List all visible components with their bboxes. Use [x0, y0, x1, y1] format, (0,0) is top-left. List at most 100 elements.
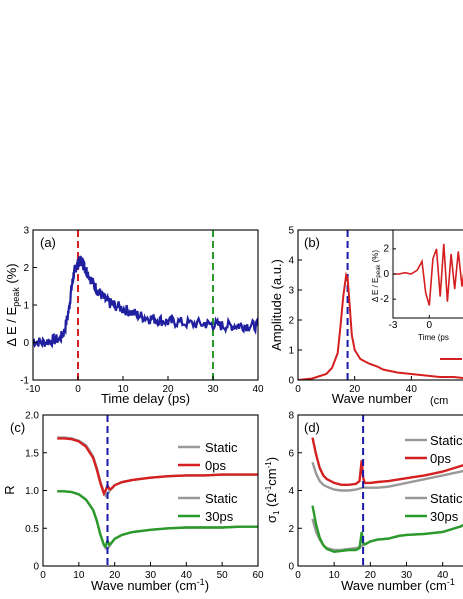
panel-d-legend-label-3: Static [430, 491, 463, 506]
panel-a-xticks-label: -10 [26, 384, 41, 395]
panel-b-yticks-label: 4 [288, 256, 294, 267]
panel-b-yticks-label: 3 [288, 286, 294, 297]
panel-a-xticks-label: 40 [252, 384, 264, 395]
panel-d-ylabel: σ1 (Ω-1cm-1) [264, 457, 281, 523]
panel-a-xticks: -10 0 10 20 30 40 [26, 376, 264, 395]
panel-c-xticks-label: 0 [40, 570, 46, 581]
panel-b-yticks-label: 2 [288, 316, 294, 327]
panel-a-xticks-label: 20 [162, 384, 174, 395]
panel-b-label: (b) [304, 235, 320, 250]
panel-d-xticks-label: 30 [401, 570, 413, 581]
panel-b-inset-xlabel: Time (ps [418, 333, 449, 342]
panel-c-yticks-label: 2.0 [25, 411, 39, 422]
panel-c-label: (c) [10, 420, 25, 435]
panel-c-series-30ps [57, 490, 258, 549]
panel-a-xlabel: Time delay (ps) [101, 391, 190, 406]
panel-c-yticks: 0 0.5 1.0 1.5 2.0 [25, 411, 47, 573]
panel-b-inset-yticks-label: 2 [383, 244, 389, 255]
panel-c-xticks-label: 30 [145, 570, 157, 581]
panel-b-xticks-label: 40 [406, 384, 418, 395]
panel-a-xticks-label: 0 [75, 384, 81, 395]
panel-a-ylabel: Δ E / Epeak (%) [4, 263, 21, 346]
panel-c-xticks: 0 10 20 30 40 50 60 [40, 562, 264, 581]
panel-d-xticks-label: 40 [437, 570, 449, 581]
panel-c-plot [57, 415, 258, 566]
panel-d-series-30ps [311, 505, 463, 554]
panel-c-yticks-label: 0 [33, 562, 39, 573]
panel-c-yticks-label: 0.5 [25, 524, 39, 535]
panel-d-label: (d) [304, 420, 320, 435]
panel-d-yticks-label: 2 [288, 524, 294, 535]
panel-a-yticks-label: 2 [23, 263, 29, 274]
panel-c-legend-label-4: 30ps [205, 509, 234, 524]
panel-c-xlabel: Wave number (cm-1) [91, 577, 209, 593]
panel-d: Static 0ps Static 30ps 0 10 20 30 40 0 2 4 6 8 (… [264, 411, 463, 593]
panel-c-xticks-label: 10 [73, 570, 85, 581]
panel-a-frame [32, 229, 259, 381]
panel-d-xticks-label: 10 [329, 570, 341, 581]
panel-d-yticks-label: 8 [288, 411, 294, 422]
panel-c-xticks-label: 50 [217, 570, 229, 581]
panel-c-legend-label-2: 0ps [205, 458, 226, 473]
panel-a-yticks-label: 1 [23, 301, 29, 312]
panel-a-series-line [33, 255, 258, 349]
panel-c-ylabel: R [2, 485, 17, 494]
panel-b-inset-xticks-label: 0 [427, 320, 433, 331]
panel-d-legend-label-4: 30ps [430, 509, 459, 524]
panel-d-xticks-label: 20 [365, 570, 377, 581]
panel-c-series-0ps [57, 437, 258, 497]
panel-d-plot: Static 0ps Static 30ps [311, 415, 463, 566]
panel-a-xticks-label: 10 [117, 384, 129, 395]
panel-b-xlabel-unit: (cm [430, 395, 448, 407]
panel-b-inset-yticks: -2 0 2 [380, 244, 396, 305]
panel-c-yticks-label: 1.0 [25, 486, 39, 497]
panel-d-yticks-label: 0 [288, 562, 294, 573]
panel-d-legend: Static 0ps Static 30ps [405, 433, 463, 524]
panel-d-xticks: 0 10 20 30 40 [295, 562, 449, 581]
panel-b-yticks: 0 1 2 3 4 5 [288, 226, 302, 387]
panel-a-yticks-label: -1 [20, 376, 29, 387]
panel-a-yticks: -1 0 1 2 3 [20, 226, 37, 387]
panel-b-inset-ylabel: Δ E / Epeak (%) [371, 250, 382, 302]
panel-c-yticks-label: 1.5 [25, 448, 39, 459]
panel-a-xticks-label: 30 [207, 384, 219, 395]
panel-a-yticks-label: 0 [23, 338, 29, 349]
panel-b-inset-plot [393, 243, 463, 306]
panel-d-xlabel: Wave number (cm-1 [341, 577, 455, 593]
panel-c-legend-label-3: Static [205, 491, 238, 506]
panel-a-label: (a) [40, 235, 56, 250]
panel-d-yticks-label: 6 [288, 448, 294, 459]
panel-b-xlabel: Wave number [332, 391, 413, 406]
panel-d-series-static-top [311, 461, 463, 492]
panel-b-xticks-label: 20 [349, 384, 361, 395]
panel-b-yticks-label: 0 [288, 376, 294, 387]
panel-c: 0 10 20 30 40 50 60 0 0.5 1.0 1.5 2.0 (c) R Wave n… [2, 411, 264, 594]
panel-b-xticks-label: 0 [295, 384, 301, 395]
panel-b-ylabel: Amplitude (a.u.) [269, 259, 284, 351]
panel-d-series-0ps [311, 437, 463, 486]
panel-a-yticks-label: 3 [23, 226, 29, 237]
panel-c-legend: Static 0ps Static 30ps [178, 440, 238, 524]
panel-b-series-line [298, 271, 463, 380]
panel-b-inset-yticks-label: 0 [383, 269, 389, 280]
panel-a-plot [33, 230, 258, 380]
panel-b-inset-yticks-label: -2 [380, 294, 389, 305]
panel-b-plot: ( [298, 230, 463, 380]
panel-d-legend-label-1: Static [430, 433, 463, 448]
panel-c-xticks-label: 60 [252, 570, 264, 581]
panel-d-legend-label-2: 0ps [430, 451, 451, 466]
panel-b-inset: -303 -202 Time (ps Δ E / Epeak (%) [371, 229, 463, 342]
panel-b-frame [297, 229, 463, 381]
panel-b-inset-xticks-label: -3 [389, 320, 398, 331]
panel-b-yticks-label: 1 [288, 346, 294, 357]
panel-c-xticks-label: 40 [181, 570, 193, 581]
panel-c-xticks-label: 20 [109, 570, 121, 581]
panel-d-yticks: 0 2 4 6 8 [288, 411, 302, 573]
panel-d-xticks-label: 0 [295, 570, 301, 581]
panel-b-yticks-label: 5 [288, 226, 294, 237]
panel-b-inset-series-line [393, 243, 463, 306]
panel-b-xticks: 0204060 [295, 376, 463, 395]
panel-d-yticks-label: 4 [288, 486, 294, 497]
